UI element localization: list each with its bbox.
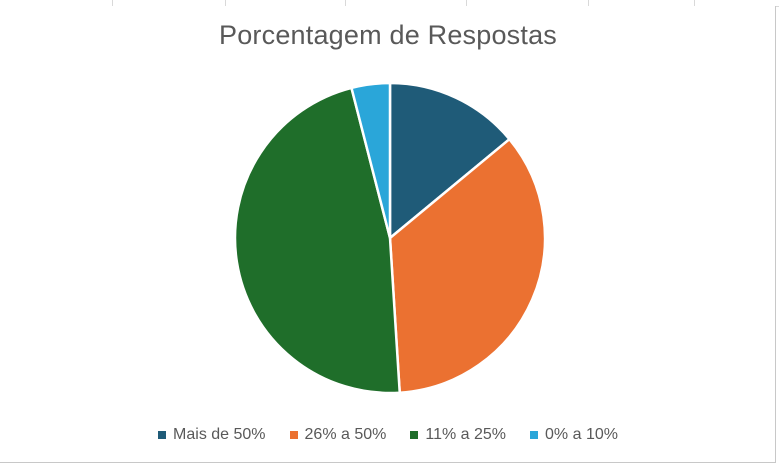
pie-slice-mais-de-50[interactable] — [388, 81, 511, 240]
legend-item[interactable]: 0% a 10% — [530, 426, 618, 444]
gridline — [345, 0, 346, 6]
pie-slice-0-a-10[interactable] — [350, 81, 392, 240]
legend-label: Mais de 50% — [173, 426, 266, 443]
pie-chart — [233, 81, 547, 395]
legend-label: 26% a 50% — [304, 426, 387, 443]
legend-item[interactable]: 26% a 50% — [289, 426, 387, 444]
chart-legend: Mais de 50% 26% a 50% 11% a 25% 0% a 10% — [0, 426, 776, 444]
gridline — [112, 0, 113, 6]
gridline — [588, 0, 589, 6]
legend-label: 0% a 10% — [545, 426, 618, 443]
legend-swatch-icon — [410, 431, 419, 439]
gridline — [694, 0, 695, 6]
gridline — [466, 0, 467, 6]
pie-slice-11-a-25[interactable] — [233, 86, 401, 395]
gridline — [225, 0, 226, 6]
legend-swatch-icon — [158, 431, 167, 439]
legend-swatch-icon — [530, 431, 539, 439]
legend-item[interactable]: 11% a 25% — [410, 426, 506, 444]
chart-area[interactable]: Porcentagem de Respostas Mais de 50% 26% … — [0, 6, 776, 463]
legend-item[interactable]: Mais de 50% — [158, 426, 266, 444]
chart-title: Porcentagem de Respostas — [219, 20, 557, 50]
pie-slice-26-a-50[interactable] — [388, 137, 547, 394]
legend-swatch-icon — [289, 431, 298, 439]
legend-label: 11% a 25% — [425, 426, 507, 443]
